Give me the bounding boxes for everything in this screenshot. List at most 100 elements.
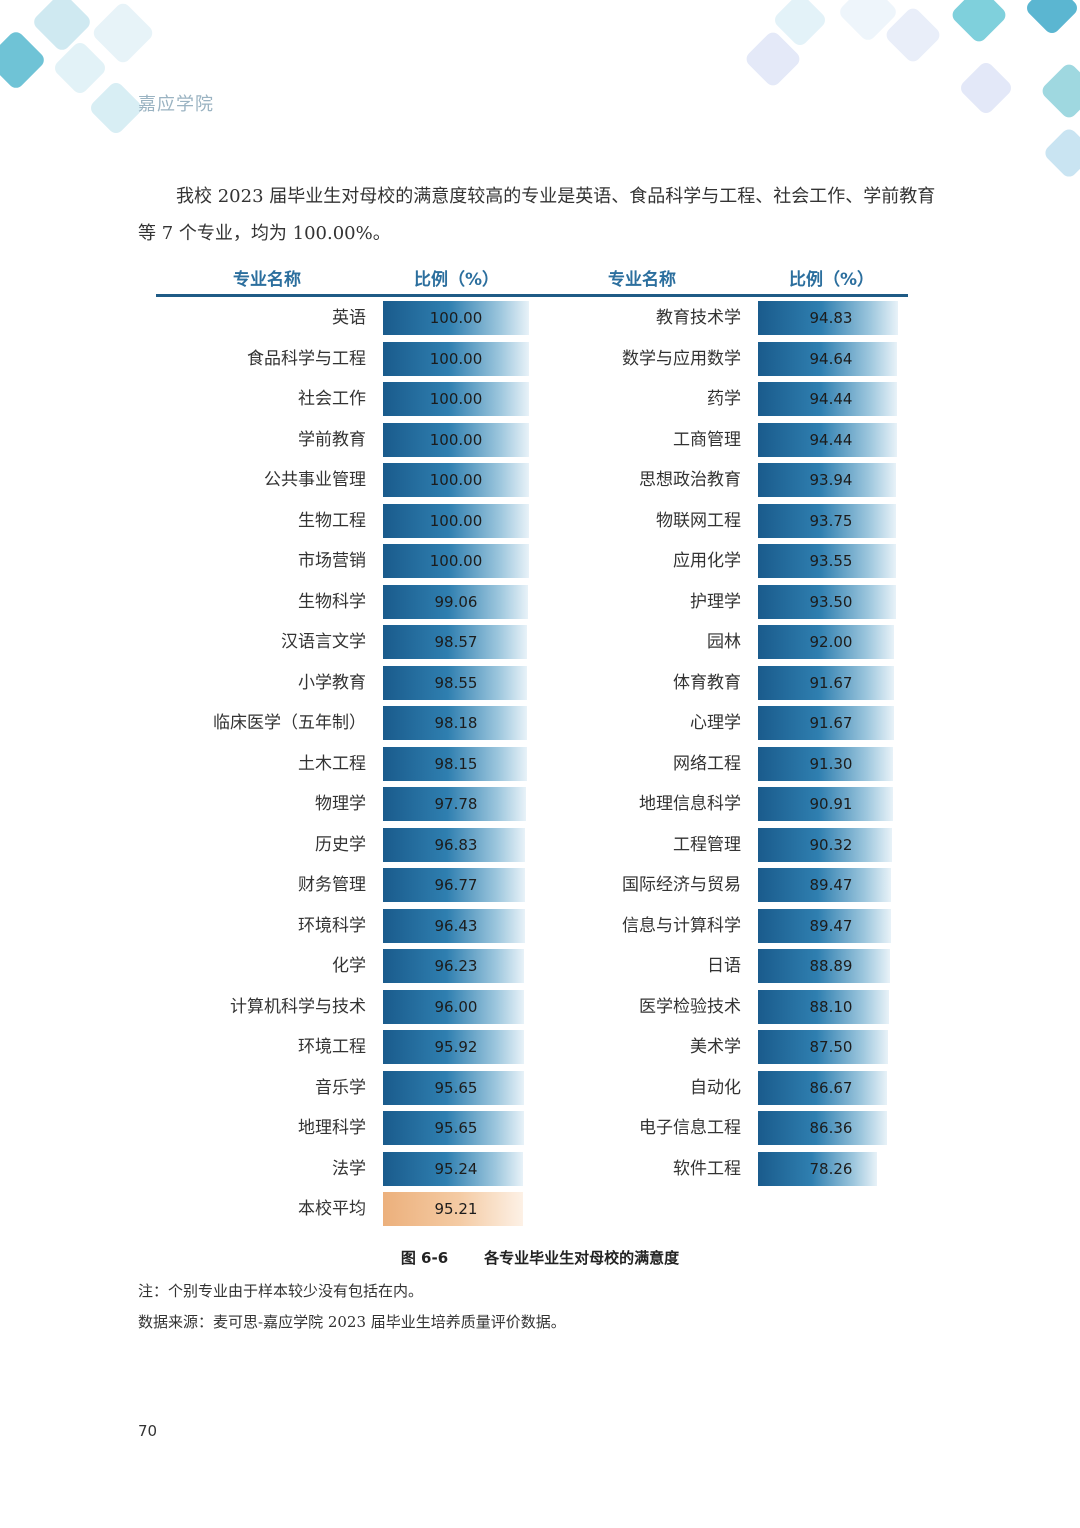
satisfaction-value: 94.44 xyxy=(809,390,853,408)
major-name: 思想政治教育 xyxy=(639,470,741,490)
satisfaction-value: 94.44 xyxy=(809,430,853,449)
major-name: 土木工程 xyxy=(298,753,366,774)
table-row: 工商管理 94.44 xyxy=(531,420,911,461)
average-bar xyxy=(383,1192,523,1226)
major-name: 数学与应用数学 xyxy=(622,348,741,369)
major-name: 地理信息科学 xyxy=(639,794,741,814)
satisfaction-value: 87.50 xyxy=(809,1038,853,1056)
satisfaction-value: 96.43 xyxy=(434,916,478,935)
table-row: 食品科学与工程 100.00 xyxy=(156,339,536,380)
satisfaction-bar xyxy=(758,827,892,862)
major-name: 小学教育 xyxy=(298,672,366,693)
major-name: 环境工程 xyxy=(298,1037,366,1057)
major-name: 园林 xyxy=(707,632,741,652)
table-row: 物理学 97.78 xyxy=(156,784,536,825)
satisfaction-bar xyxy=(383,706,527,740)
satisfaction-value: 98.18 xyxy=(434,714,478,732)
major-name: 公共事业管理 xyxy=(264,470,366,490)
table-row: 计算机科学与技术 96.00 xyxy=(156,987,536,1028)
table-row: 土木工程 98.15 xyxy=(156,744,536,785)
table-row: 地理科学 95.65 xyxy=(156,1108,536,1149)
intro-paragraph: 我校 2023 届毕业生对母校的满意度较高的专业是英语、食品科学与工程、社会工作… xyxy=(138,178,938,252)
header-rule xyxy=(156,294,908,297)
table-row: 学前教育 100.00 xyxy=(156,420,536,461)
table-row: 数学与应用数学 94.64 xyxy=(531,339,911,380)
satisfaction-bar xyxy=(383,625,528,659)
satisfaction-bar xyxy=(758,868,891,902)
satisfaction-value: 78.26 xyxy=(809,1159,853,1178)
table-row: 心理学 91.67 xyxy=(531,703,911,744)
figure-title: 各专业毕业生对母校的满意度 xyxy=(484,1249,680,1267)
table-row: 美术学 87.50 xyxy=(531,1027,911,1068)
satisfaction-value: 91.30 xyxy=(809,754,853,773)
satisfaction-value: 95.21 xyxy=(434,1200,478,1218)
satisfaction-bar xyxy=(383,1111,524,1145)
major-name: 日语 xyxy=(707,956,741,976)
right-col-ratio-header: 比例（%） xyxy=(789,270,875,290)
satisfaction-bar xyxy=(383,382,529,416)
satisfaction-bar xyxy=(758,746,894,781)
table-row: 生物科学 99.06 xyxy=(156,582,536,623)
major-name: 物理学 xyxy=(315,794,366,814)
satisfaction-bar xyxy=(383,422,529,457)
major-name: 国际经济与贸易 xyxy=(622,875,741,895)
right-col-name-header: 专业名称 xyxy=(608,270,676,290)
satisfaction-value: 86.36 xyxy=(809,1119,853,1137)
table-row: 护理学 93.50 xyxy=(531,582,911,623)
figure-caption: 图 6-6 各专业毕业生对母校的满意度 xyxy=(0,1247,1080,1268)
table-row: 药学 94.44 xyxy=(531,379,911,420)
table-row: 日语 88.89 xyxy=(531,946,911,987)
table-row: 临床医学（五年制） 98.18 xyxy=(156,703,536,744)
satisfaction-value: 92.00 xyxy=(809,633,853,651)
major-name: 化学 xyxy=(332,956,366,976)
satisfaction-bar xyxy=(758,503,897,538)
table-row: 医学检验技术 88.10 xyxy=(531,987,911,1028)
major-name: 汉语言文学 xyxy=(281,632,366,652)
satisfaction-bar xyxy=(758,341,898,376)
satisfaction-value: 98.55 xyxy=(434,673,478,692)
major-name: 地理科学 xyxy=(298,1118,366,1138)
satisfaction-bar xyxy=(758,1070,888,1105)
satisfaction-value: 100.00 xyxy=(429,309,483,327)
table-row: 自动化 86.67 xyxy=(531,1068,911,1109)
table-row: 物联网工程 93.75 xyxy=(531,501,911,542)
satisfaction-value: 95.65 xyxy=(434,1119,478,1137)
table-row: 地理信息科学 90.91 xyxy=(531,784,911,825)
satisfaction-bar xyxy=(758,1151,877,1186)
major-name: 信息与计算科学 xyxy=(622,915,741,936)
satisfaction-bar xyxy=(383,949,525,983)
major-name: 网络工程 xyxy=(673,753,741,774)
intro-text: 我校 2023 届毕业生对母校的满意度较高的专业是英语、食品科学与工程、社会工作… xyxy=(138,186,936,244)
satisfaction-bar xyxy=(383,665,528,700)
satisfaction-bar xyxy=(758,949,891,983)
major-name: 社会工作 xyxy=(298,389,366,409)
footnote: 注：个别专业由于样本较少没有包括在内。 xyxy=(138,1282,424,1300)
major-name: 教育技术学 xyxy=(656,308,741,328)
satisfaction-value: 93.50 xyxy=(809,592,853,611)
left-col-name-header: 专业名称 xyxy=(233,270,301,290)
satisfaction-value: 88.10 xyxy=(809,997,853,1016)
table-row: 英语 100.00 xyxy=(156,298,536,339)
page-number: 70 xyxy=(138,1422,158,1440)
satisfaction-bar xyxy=(383,341,529,376)
major-name: 药学 xyxy=(707,389,741,409)
satisfaction-value: 98.57 xyxy=(434,633,478,651)
table-row: 财务管理 96.77 xyxy=(156,865,536,906)
major-name: 心理学 xyxy=(690,713,741,733)
table-row: 园林 92.00 xyxy=(531,622,911,663)
satisfaction-value: 94.64 xyxy=(809,349,853,368)
table-row: 化学 96.23 xyxy=(156,946,536,987)
table-row: 生物工程 100.00 xyxy=(156,501,536,542)
header-school-name: 嘉应学院 xyxy=(138,94,214,115)
satisfaction-value: 99.06 xyxy=(434,592,478,611)
satisfaction-value: 100.00 xyxy=(429,471,483,489)
major-name: 市场营销 xyxy=(298,551,366,571)
table-row: 历史学 96.83 xyxy=(156,825,536,866)
major-name: 环境科学 xyxy=(298,915,366,936)
satisfaction-value: 93.94 xyxy=(809,471,853,489)
major-name: 历史学 xyxy=(315,834,366,855)
satisfaction-bar xyxy=(383,463,529,497)
satisfaction-value: 96.83 xyxy=(434,835,478,854)
satisfaction-value: 91.67 xyxy=(809,714,853,732)
satisfaction-bar xyxy=(758,301,898,335)
